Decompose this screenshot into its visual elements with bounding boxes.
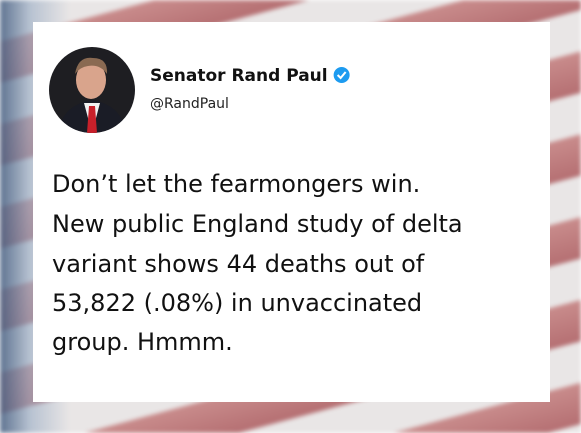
tweet-line: variant shows 44 deaths out of xyxy=(52,250,425,278)
verified-badge xyxy=(334,67,350,83)
avatar xyxy=(49,47,135,133)
author-handle: @RandPaul xyxy=(150,96,229,112)
tweet-line: Don’t let the fearmongers win. xyxy=(52,170,420,198)
author-name: Senator Rand Paul xyxy=(150,66,328,86)
tweet-line: 53,822 (.08%) in unvaccinated xyxy=(52,289,422,317)
tweet-line: group. Hmmm. xyxy=(52,328,233,356)
tweet-line: New public England study of delta xyxy=(52,210,463,238)
tweet-card-graphic: Senator Rand Paul @RandPaul Don’t let th… xyxy=(0,0,581,433)
page: Senator Rand Paul @RandPaul Don’t let th… xyxy=(0,0,581,433)
